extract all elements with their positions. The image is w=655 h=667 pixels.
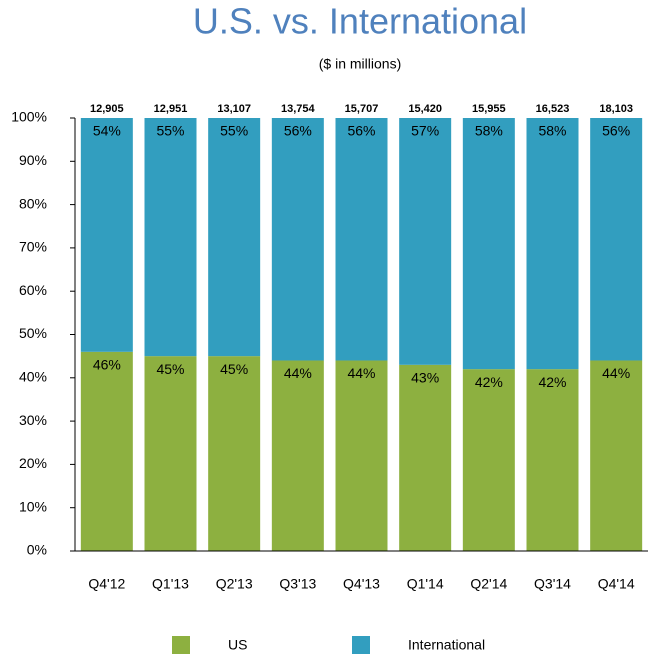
value-label: 42% — [475, 374, 503, 390]
x-tick-label: Q4'13 — [343, 576, 380, 592]
total-label: 15,420 — [408, 103, 442, 115]
bar-segment — [208, 356, 261, 551]
y-tick-label: 70% — [19, 239, 47, 255]
bar-segment — [208, 118, 261, 357]
value-label: 55% — [220, 123, 248, 139]
x-tick-label: Q1'13 — [152, 576, 189, 592]
x-tick-label: Q3'13 — [279, 576, 316, 592]
total-label: 16,523 — [536, 103, 570, 115]
value-label: 45% — [156, 361, 184, 377]
value-label: 55% — [156, 123, 184, 139]
legend-label: International — [408, 637, 485, 653]
x-tick-label: Q4'14 — [598, 576, 635, 592]
value-label: 44% — [347, 365, 375, 381]
bar-segment — [335, 118, 388, 361]
value-label: 46% — [93, 357, 121, 373]
chart-title: U.S. vs. International — [193, 1, 527, 42]
bar-segment — [399, 364, 452, 551]
bar-segment — [462, 118, 515, 370]
total-label: 18,103 — [599, 103, 633, 115]
bar-segment — [590, 360, 643, 551]
value-label: 44% — [284, 365, 312, 381]
y-tick-label: 30% — [19, 412, 47, 428]
bar-segment — [271, 360, 324, 551]
y-tick-label: 60% — [19, 282, 47, 298]
value-label: 42% — [538, 374, 566, 390]
bar-segment — [144, 118, 197, 357]
value-label: 58% — [538, 123, 566, 139]
value-label: 44% — [602, 365, 630, 381]
y-tick-label: 20% — [19, 455, 47, 471]
total-label: 13,107 — [217, 103, 251, 115]
value-label: 56% — [284, 123, 312, 139]
y-tick-label: 50% — [19, 325, 47, 341]
value-label: 54% — [93, 123, 121, 139]
total-label: 12,905 — [90, 103, 124, 115]
y-tick-label: 80% — [19, 195, 47, 211]
x-tick-label: Q3'14 — [534, 576, 571, 592]
total-label: 13,754 — [281, 103, 316, 115]
bar-segment — [80, 118, 133, 352]
y-tick-label: 10% — [19, 498, 47, 514]
y-tick-label: 100% — [11, 109, 47, 125]
bar-segment — [462, 369, 515, 551]
y-tick-label: 40% — [19, 369, 47, 385]
value-label: 56% — [347, 123, 375, 139]
bar-segment — [399, 118, 452, 365]
chart-subtitle: ($ in millions) — [319, 56, 401, 72]
bar-segment — [526, 118, 579, 370]
value-label: 56% — [602, 123, 630, 139]
legend-swatch — [172, 636, 190, 654]
legend-swatch — [352, 636, 370, 654]
total-label: 15,707 — [345, 103, 379, 115]
bar-segment — [526, 369, 579, 551]
total-label: 15,955 — [472, 103, 506, 115]
bar-segment — [335, 360, 388, 551]
value-label: 57% — [411, 123, 439, 139]
x-tick-label: Q2'13 — [216, 576, 253, 592]
bar-segment — [590, 118, 643, 361]
bar-segment — [271, 118, 324, 361]
value-label: 58% — [475, 123, 503, 139]
y-tick-label: 0% — [27, 542, 47, 558]
value-label: 45% — [220, 361, 248, 377]
bar-segment — [80, 351, 133, 551]
total-label: 12,951 — [154, 103, 188, 115]
x-tick-label: Q4'12 — [88, 576, 125, 592]
bar-segment — [144, 356, 197, 551]
value-label: 43% — [411, 370, 439, 386]
legend-label: US — [228, 637, 247, 653]
y-tick-label: 90% — [19, 152, 47, 168]
x-tick-label: Q1'14 — [407, 576, 444, 592]
x-tick-label: Q2'14 — [470, 576, 507, 592]
